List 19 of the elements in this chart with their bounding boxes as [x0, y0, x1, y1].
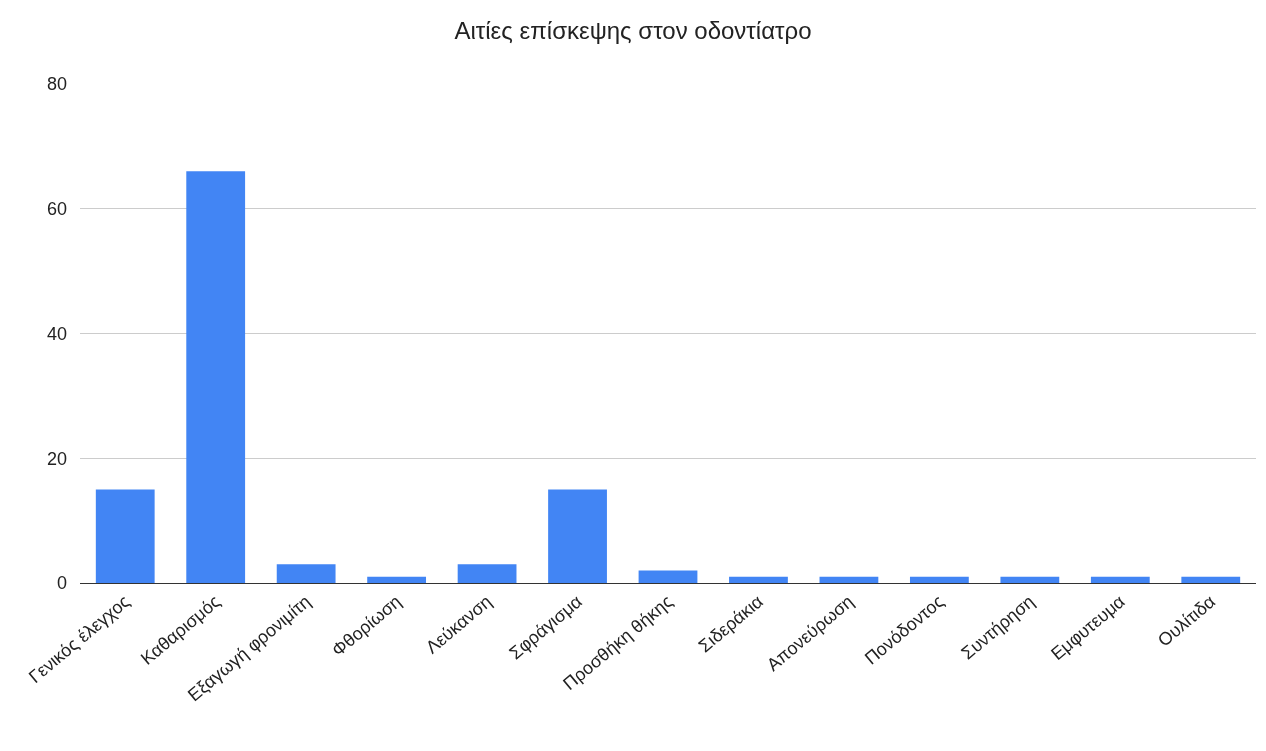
- y-tick-label: 20: [46, 448, 67, 469]
- y-tick-label: 80: [46, 74, 67, 95]
- y-tick-label: 0: [56, 573, 67, 594]
- bar: [548, 489, 607, 583]
- bar: [819, 576, 879, 583]
- y-tick-label: 60: [46, 199, 67, 220]
- bar: [95, 489, 155, 583]
- bar: [1000, 576, 1060, 583]
- bar: [909, 576, 969, 583]
- bar: [1181, 576, 1241, 583]
- bar: [457, 564, 517, 583]
- bar: [638, 570, 698, 583]
- chart-title: Αιτίες επίσκεψης στον οδοντίατρο: [454, 17, 812, 45]
- bar: [1090, 576, 1150, 583]
- y-tick-label: 40: [46, 323, 67, 344]
- bar: [367, 576, 427, 583]
- bar: [729, 576, 788, 583]
- bar: [186, 171, 246, 583]
- bar: [276, 564, 336, 583]
